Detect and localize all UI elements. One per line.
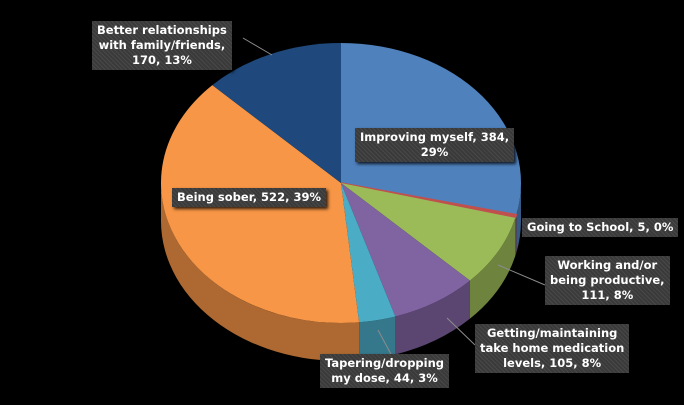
leader-lines	[242, 37, 546, 357]
slice-better-relationships-with-family-friends	[212, 43, 341, 183]
side-working-and-or-being-productive	[469, 217, 516, 319]
label-going-to-school: Going to School, 5, 0%	[522, 218, 679, 237]
pie-slices	[160, 43, 522, 324]
slice-working-and-or-being-productive	[341, 183, 516, 281]
slice-tapering-dropping-my-dose	[341, 183, 396, 323]
slice-going-to-school	[340, 182, 518, 219]
label-being-sober: Being sober, 522, 39%	[172, 188, 326, 207]
side-going-to-school	[515, 214, 517, 256]
side-tapering-dropping-my-dose	[359, 316, 396, 361]
side-improving-myself	[516, 183, 522, 253]
side-getting-maintaining-take-home-medication-levels	[395, 280, 470, 355]
pie-sides	[161, 183, 522, 362]
label-improving-myself: Improving myself, 384, 29%	[355, 128, 515, 162]
label-working: Working and/or being productive, 111, 8%	[545, 256, 670, 305]
leader-medication	[446, 317, 476, 346]
slice-getting-maintaining-take-home-medication-levels	[341, 183, 470, 317]
leader-tapering	[377, 329, 393, 357]
side-being-sober	[161, 183, 360, 362]
leader-better-relationships	[242, 37, 273, 56]
leader-working	[497, 264, 546, 286]
label-better-relationships: Better relationships with family/friends,…	[92, 21, 232, 70]
label-tapering: Tapering/dropping my dose, 44, 3%	[320, 354, 450, 388]
label-medication-levels: Getting/maintaining take home medication l…	[475, 324, 630, 373]
